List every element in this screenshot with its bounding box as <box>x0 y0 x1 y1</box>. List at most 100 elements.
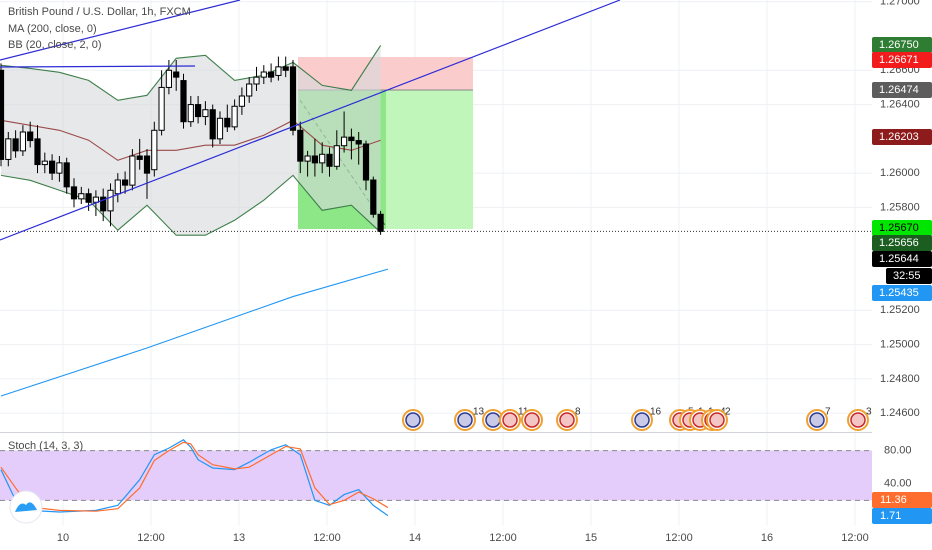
candle-body <box>319 153 326 164</box>
price-badge-label: 1.25656 <box>879 237 919 249</box>
x-tick-label: 13 <box>233 532 245 544</box>
candle-body <box>224 117 231 128</box>
stoch-tick-label: 40.00 <box>884 478 912 490</box>
event-count: 7 <box>825 407 831 418</box>
event-flag <box>405 412 421 428</box>
candle-body <box>333 145 340 167</box>
y-tick-label: 1.25200 <box>880 304 920 316</box>
candle-body <box>341 136 348 147</box>
candle-body <box>165 69 173 88</box>
bb-upper <box>0 45 382 101</box>
y-tick-label: 1.25000 <box>880 338 920 350</box>
x-tick-label: 12:00 <box>137 532 165 544</box>
candle-body <box>143 155 151 174</box>
candle-body <box>78 193 85 200</box>
candle-body <box>268 71 275 78</box>
stoch-badge-label: 1.71 <box>880 510 901 522</box>
candle-body <box>27 131 34 142</box>
candle-body <box>70 186 78 200</box>
candle-body <box>238 95 246 107</box>
price-badge <box>872 52 932 68</box>
x-tick-label: 16 <box>761 532 773 544</box>
stoch-badge <box>872 508 932 524</box>
x-tick-label: 12:00 <box>665 532 693 544</box>
candle-body <box>100 196 107 212</box>
candle-body <box>41 160 48 166</box>
event-flag <box>524 412 540 428</box>
candle-body <box>180 80 187 123</box>
candle-body <box>187 104 194 123</box>
candle-body <box>5 138 12 160</box>
price-badge-label: 1.25670 <box>879 222 919 234</box>
stoch-line <box>0 441 389 512</box>
x-tick-label: 12:00 <box>489 532 517 544</box>
price-axis: 1.270001.266001.264001.260001.258001.252… <box>872 0 932 524</box>
indicator-label: BB (20, close, 2, 0) <box>8 39 102 51</box>
bb-basis <box>0 119 381 161</box>
event-flag <box>502 412 518 428</box>
price-badge <box>872 82 932 98</box>
candle-body <box>355 140 362 145</box>
trend-line <box>0 0 241 61</box>
candle-body <box>151 129 158 171</box>
candle-body <box>377 213 384 232</box>
candle-body <box>326 153 333 167</box>
event-count: 11 <box>518 407 529 418</box>
x-tick-label: 14 <box>409 532 421 544</box>
event-count: 2 <box>725 407 731 418</box>
candle-body <box>56 162 63 174</box>
countdown-label: 32:55 <box>893 270 921 282</box>
indicator-label: MA (200, close, 0) <box>8 23 97 35</box>
stoch-band <box>0 450 872 501</box>
event-count: 8 <box>575 407 581 418</box>
candle-body <box>34 138 41 166</box>
y-tick-label: 1.25800 <box>880 201 920 213</box>
price-badge <box>872 129 932 145</box>
candle-body <box>129 155 136 186</box>
candle-body <box>282 66 289 71</box>
candle-body <box>209 109 216 140</box>
ma-200 <box>0 268 389 397</box>
candle-body <box>158 86 165 131</box>
y-tick-label: 1.27000 <box>880 0 920 8</box>
candle-body <box>122 179 129 186</box>
candle-body <box>216 117 224 140</box>
x-tick-label: 15 <box>585 532 597 544</box>
price-badge <box>872 285 932 301</box>
y-tick-label: 1.26400 <box>880 98 920 110</box>
x-tick-label: 12:00 <box>313 532 341 544</box>
candle-body <box>12 138 19 152</box>
price-badge-label: 1.26750 <box>879 39 919 51</box>
x-tick-label: 10 <box>57 532 69 544</box>
candle-body <box>370 179 377 215</box>
candle-body <box>304 155 311 162</box>
candle-body <box>231 105 238 128</box>
stoch-tick-label: 80.00 <box>884 445 912 457</box>
candle-body <box>0 69 5 160</box>
candle-body <box>246 83 253 97</box>
countdown-badge <box>886 268 932 284</box>
candle-body <box>275 66 282 76</box>
price-badge <box>872 251 932 267</box>
candle-body <box>202 109 209 118</box>
event-flag <box>709 412 725 428</box>
logo <box>9 490 43 524</box>
candle-body <box>136 155 143 160</box>
event-flag <box>485 412 501 428</box>
stoch-badge-label: 11.36 <box>880 494 907 506</box>
candle-body <box>260 71 267 78</box>
candle-body <box>348 136 355 142</box>
event-flag <box>850 412 866 428</box>
candle-body <box>253 76 260 85</box>
plot <box>0 45 872 517</box>
chart-title: British Pound / U.S. Dollar, 1h, FXCM <box>8 6 191 18</box>
y-tick-label: 1.24800 <box>880 373 920 385</box>
stoch-title: Stoch (14, 3, 3) <box>8 440 83 452</box>
price-badge-label: 1.26671 <box>879 54 919 66</box>
bb-band-fill <box>1 45 381 236</box>
candle-body <box>85 193 92 203</box>
event-flag <box>559 412 575 428</box>
price-badge-label: 1.26203 <box>879 131 919 143</box>
event-flag <box>457 412 473 428</box>
